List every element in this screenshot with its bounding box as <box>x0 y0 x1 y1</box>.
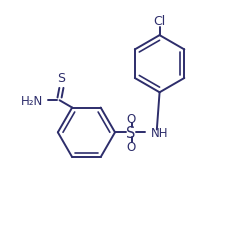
Text: NH: NH <box>151 126 168 139</box>
Text: S: S <box>57 71 65 85</box>
Text: H₂N: H₂N <box>21 94 43 107</box>
Text: O: O <box>126 113 136 125</box>
Text: S: S <box>126 125 136 140</box>
Text: Cl: Cl <box>154 15 166 28</box>
Text: O: O <box>126 140 136 153</box>
